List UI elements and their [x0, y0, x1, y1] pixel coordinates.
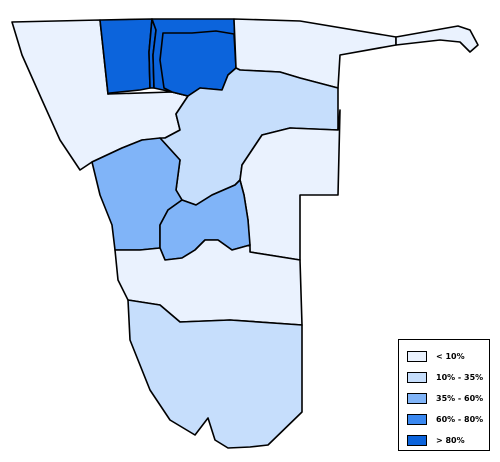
legend-swatch: [407, 371, 427, 383]
legend-label: 10% - 35%: [436, 372, 484, 382]
legend-item-gt80: > 80%: [407, 433, 465, 447]
legend-swatch: [407, 350, 427, 362]
legend-swatch: [407, 413, 427, 425]
legend-label: > 80%: [436, 435, 465, 445]
map-legend: < 10% 10% - 35% 35% - 60% 60% - 80% > 80…: [398, 339, 490, 451]
legend-item-lt10: < 10%: [407, 349, 465, 363]
legend-item-35-60: 35% - 60%: [407, 391, 483, 405]
legend-label: 60% - 80%: [436, 414, 484, 424]
legend-label: 35% - 60%: [436, 393, 484, 403]
region-caprivi[interactable]: [395, 25, 479, 53]
region-karas[interactable]: [127, 299, 303, 449]
legend-item-10-35: 10% - 35%: [407, 370, 483, 384]
legend-label: < 10%: [436, 351, 465, 361]
legend-swatch: [407, 434, 427, 446]
region-omusati[interactable]: [99, 18, 153, 95]
legend-swatch: [407, 392, 427, 404]
legend-item-60-80: 60% - 80%: [407, 412, 483, 426]
